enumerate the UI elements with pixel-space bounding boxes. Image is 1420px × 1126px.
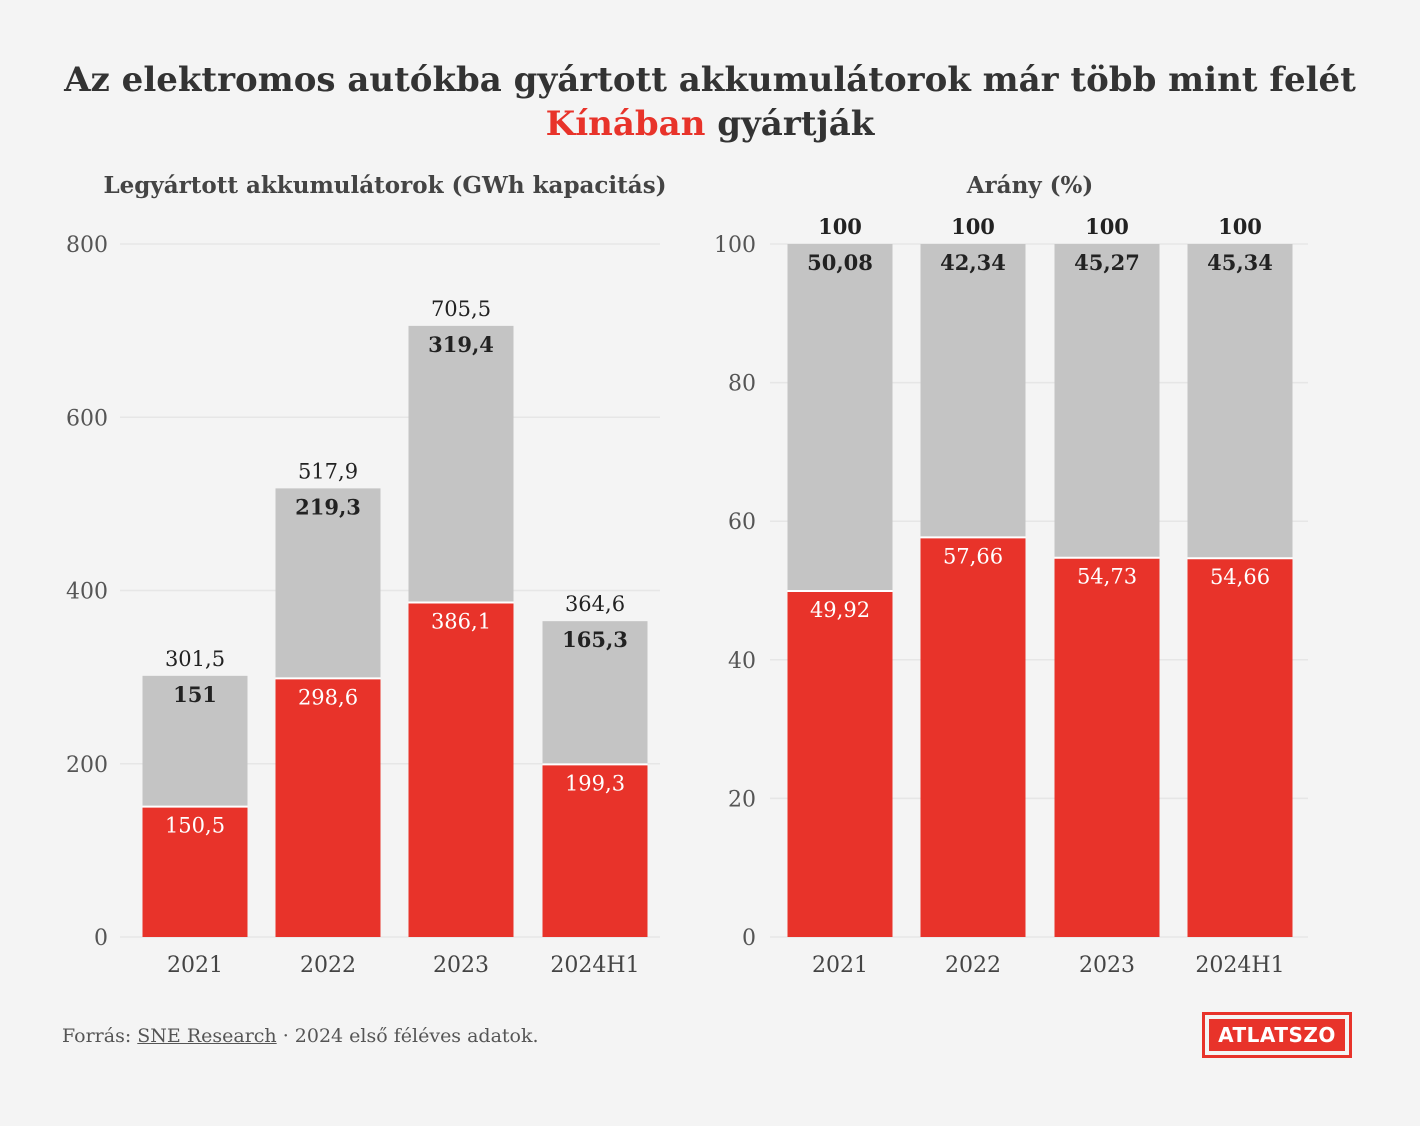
right-x-tick-label-2023: 2023 (1079, 953, 1135, 978)
left-chart-subtitle: Legyártott akkumulátorok (GWh kapacitás) (103, 172, 666, 199)
right-label-total-2021: 100 (818, 214, 862, 239)
left-y-tick-label: 800 (66, 233, 108, 258)
left-label-total-2024H1: 364,6 (565, 592, 625, 616)
left-label-china-2022: 298,6 (298, 685, 358, 709)
right-y-tick-label: 80 (728, 372, 756, 397)
left-bar-other-2023 (408, 325, 514, 603)
title-line-1: Az elektromos autókba gyártott akkumulát… (64, 60, 1356, 100)
right-x-tick-label-2024H1: 2024H1 (1195, 953, 1284, 978)
right-bar-china-2022 (920, 537, 1026, 937)
left-bar-china-2021 (142, 806, 248, 937)
right-label-total-2024H1: 100 (1218, 214, 1262, 239)
right-x-tick-label-2021: 2021 (812, 953, 868, 978)
left-label-china-2021: 150,5 (165, 814, 225, 838)
footer-source: Forrás: SNE Research · 2024 első féléves… (62, 1025, 539, 1047)
right-label-china-2023: 54,73 (1077, 565, 1137, 589)
right-x-tick-label-2022: 2022 (945, 953, 1001, 978)
right-label-total-2023: 100 (1085, 214, 1129, 239)
right-label-china-2021: 49,92 (810, 598, 870, 622)
right-bar-china-2021 (787, 591, 893, 937)
right-chart-subtitle: Arány (%) (966, 172, 1094, 199)
left-label-total-2021: 301,5 (165, 647, 225, 671)
right-y-tick-label: 100 (714, 233, 756, 258)
left-label-china-2024H1: 199,3 (565, 771, 625, 795)
right-y-tick-label: 40 (728, 649, 756, 674)
source-link[interactable]: SNE Research (137, 1025, 277, 1047)
right-label-other-2021: 50,08 (807, 250, 873, 275)
left-label-china-2023: 386,1 (431, 610, 491, 634)
left-x-tick-label-2022: 2022 (300, 953, 356, 978)
left-y-tick-label: 600 (66, 406, 108, 431)
left-label-other-2023: 319,4 (428, 332, 494, 357)
chart-title: Az elektromos autókba gyártott akkumulát… (0, 58, 1420, 146)
left-label-total-2022: 517,9 (298, 459, 358, 483)
left-bar-china-2024H1 (542, 764, 648, 937)
right-bar-china-2023 (1054, 557, 1160, 937)
atlatszo-logo[interactable]: ATLATSZO (1202, 1012, 1352, 1058)
right-bar-other-2023 (1054, 244, 1160, 558)
source-suffix: · 2024 első féléves adatok. (276, 1025, 539, 1047)
source-prefix: Forrás: (62, 1025, 138, 1047)
title-highlight: Kínában (545, 104, 706, 144)
left-bar-other-2022 (275, 488, 381, 679)
right-bar-other-2021 (787, 244, 893, 592)
left-label-total-2023: 705,5 (431, 297, 491, 321)
right-label-other-2022: 42,34 (940, 250, 1006, 275)
left-bar-china-2023 (408, 602, 514, 937)
right-y-tick-label: 20 (728, 787, 756, 812)
right-bar-china-2024H1 (1187, 558, 1293, 937)
left-bar-other-2021 (142, 675, 248, 807)
right-y-tick-label: 60 (728, 510, 756, 535)
left-bar-china-2022 (275, 678, 381, 937)
right-label-china-2024H1: 54,66 (1210, 565, 1270, 589)
left-y-tick-label: 400 (66, 580, 108, 605)
right-bar-other-2022 (920, 244, 1026, 538)
title-line-2-rest: gyártják (705, 104, 875, 144)
left-label-other-2022: 219,3 (295, 494, 361, 519)
right-label-other-2023: 45,27 (1074, 250, 1140, 275)
logo-text: ATLATSZO (1209, 1019, 1345, 1051)
right-label-total-2022: 100 (951, 214, 995, 239)
left-x-tick-label-2021: 2021 (167, 953, 223, 978)
left-x-tick-label-2023: 2023 (433, 953, 489, 978)
left-y-tick-label: 200 (66, 753, 108, 778)
left-label-other-2021: 151 (173, 682, 217, 707)
right-y-tick-label: 0 (742, 926, 756, 951)
right-label-china-2022: 57,66 (943, 544, 1003, 568)
right-bar-other-2024H1 (1187, 244, 1293, 559)
left-y-tick-label: 0 (94, 926, 108, 951)
left-x-tick-label-2024H1: 2024H1 (550, 953, 639, 978)
left-bar-other-2024H1 (542, 621, 648, 765)
left-label-other-2024H1: 165,3 (562, 627, 628, 652)
right-label-other-2024H1: 45,34 (1207, 250, 1273, 275)
